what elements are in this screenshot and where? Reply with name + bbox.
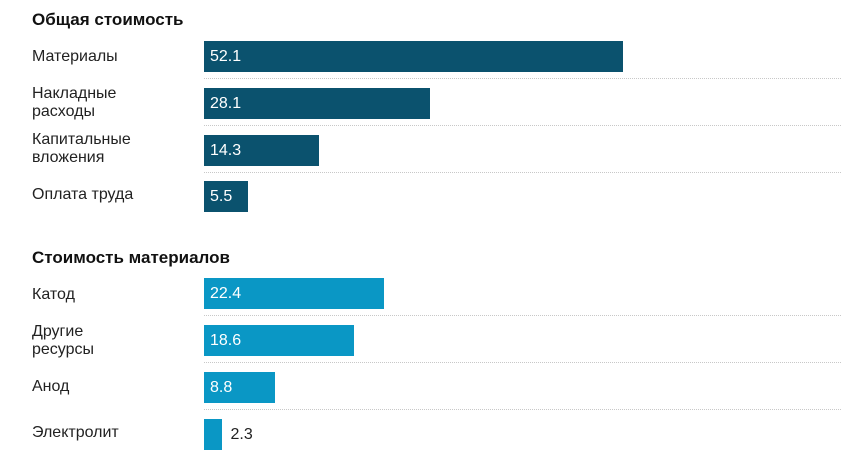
category-label-text: Другие ресурсы bbox=[32, 323, 95, 358]
category-label-text: Электролит bbox=[32, 424, 119, 441]
bar-value-label: 18.6 bbox=[210, 331, 242, 349]
bar-value-label: 28.1 bbox=[210, 94, 242, 112]
bar-value-label: 8.8 bbox=[210, 378, 233, 396]
category-label: Материалы bbox=[32, 38, 197, 76]
bar-value-label: 22.4 bbox=[210, 284, 242, 302]
section-title: Стоимость материалов bbox=[32, 248, 230, 267]
bar bbox=[204, 181, 249, 212]
category-label: Анод bbox=[32, 368, 197, 406]
category-label: Накладные расходы bbox=[32, 84, 197, 122]
row-divider bbox=[204, 362, 841, 363]
row-divider bbox=[204, 125, 841, 126]
bar bbox=[204, 325, 354, 356]
bar bbox=[204, 135, 319, 166]
bar bbox=[204, 372, 275, 403]
bar bbox=[204, 88, 430, 119]
row-divider bbox=[204, 78, 841, 79]
category-label-text: Катод bbox=[32, 286, 75, 303]
category-label-text: Капитальные вложения bbox=[32, 131, 131, 166]
category-label: Другие ресурсы bbox=[32, 322, 197, 360]
bar-value-label: 2.3 bbox=[230, 425, 253, 443]
bar-value-label: 5.5 bbox=[210, 187, 233, 205]
row-divider bbox=[204, 172, 841, 173]
category-label: Электролит bbox=[32, 414, 197, 452]
bar bbox=[204, 419, 223, 450]
category-label: Капитальные вложения bbox=[32, 130, 197, 168]
bar-value-label: 14.3 bbox=[210, 141, 242, 159]
category-label-text: Анод bbox=[32, 378, 70, 395]
bar-value-label: 52.1 bbox=[210, 47, 242, 65]
category-label-text: Оплата труда bbox=[32, 186, 134, 203]
bar bbox=[204, 41, 623, 72]
row-divider bbox=[204, 409, 841, 410]
category-label: Катод bbox=[32, 276, 197, 314]
row-divider bbox=[204, 315, 841, 316]
category-label: Оплата труда bbox=[32, 176, 197, 214]
section-title: Общая стоимость bbox=[32, 10, 184, 29]
category-label-text: Материалы bbox=[32, 48, 118, 65]
category-label-text: Накладные расходы bbox=[32, 85, 117, 120]
bar bbox=[204, 278, 385, 309]
